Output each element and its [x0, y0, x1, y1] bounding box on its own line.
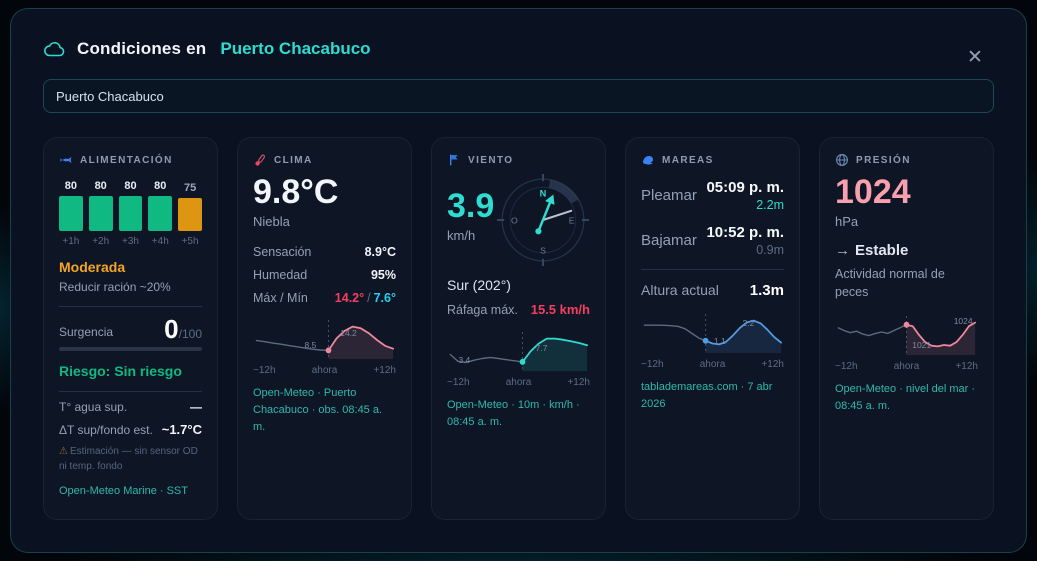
weather-condition: Niebla: [253, 213, 290, 229]
pressure-trend: → Estable: [835, 241, 909, 259]
card-title-alimentacion: ALIMENTACIÓN: [80, 154, 173, 166]
bajamar-label: Bajamar: [641, 232, 697, 249]
feeding-bar: 80 +4h: [148, 180, 173, 247]
source-link-presion[interactable]: Open-Meteo · nivel del mar · 08:45 a. m.: [835, 382, 975, 412]
trend-arrow-icon: →: [835, 241, 850, 259]
wind-unit: km/h: [447, 227, 476, 243]
delta-t-label: ΔT sup/fondo est.: [59, 423, 153, 438]
temperature-value: 9.8°C: [253, 173, 339, 211]
card-clima: CLIMA 9.8°C Niebla Sensación 8.9°C Humed…: [237, 137, 412, 520]
conditions-modal: Condiciones en Puerto Chacabuco ✕ ALIMEN…: [10, 8, 1027, 553]
spark-axis: −12h ahora +12h: [835, 360, 978, 372]
temperature-sparkline: 8.5 14.2: [253, 317, 396, 361]
maxmin-label: Máx / Mín: [253, 290, 308, 305]
water-surface-value: —: [190, 400, 202, 415]
tide-sparkline: 1.1 2.2: [641, 311, 784, 355]
source-link-alimentacion[interactable]: Open-Meteo Marine · SST: [59, 485, 188, 498]
card-title-viento: VIENTO: [468, 154, 514, 166]
source-link-clima[interactable]: Open-Meteo · Puerto Chacabuco · obs. 08:…: [253, 386, 383, 433]
pressure-sparkline: 1021 1024: [835, 313, 978, 357]
thermometer-icon: [253, 153, 267, 167]
card-mareas: MAREAS Pleamar 05:09 p. m. 2.2m Bajamar …: [625, 137, 800, 520]
altura-label: Altura actual: [641, 282, 719, 298]
divider: [641, 269, 784, 270]
feeding-recommendation: Reducir ración ~20%: [59, 280, 171, 295]
card-title-clima: CLIMA: [274, 154, 313, 166]
source-link-mareas[interactable]: tablademareas.com · 7 abr 2026: [641, 381, 773, 411]
cards-grid: ALIMENTACIÓN 80 +1h 80 +2h 80 +3h 80 +4h 75 +5h M…: [43, 137, 994, 520]
wind-speed: 3.9: [447, 187, 495, 225]
card-title-mareas: MAREAS: [662, 154, 714, 166]
spark-axis: −12h ahora +12h: [447, 377, 590, 388]
wind-sparkline: 3.4 7.7: [447, 329, 590, 373]
altura-value: 1.3m: [749, 282, 784, 299]
sensacion-label: Sensación: [253, 244, 312, 259]
pressure-unit: hPa: [835, 213, 859, 229]
gust-label: Ráfaga máx.: [447, 303, 518, 317]
card-presion: PRESIÓN 1024 hPa → Estable Actividad norm…: [819, 137, 994, 520]
search-input[interactable]: [43, 79, 994, 113]
compass-o: O: [511, 216, 518, 226]
compass-n: N: [540, 189, 547, 199]
fish-activity-text: Actividad normal de peces: [835, 266, 945, 299]
feeding-status: Moderada: [59, 259, 126, 276]
wind-icon: [447, 153, 461, 167]
waves-icon: [641, 153, 655, 167]
bajamar-height: 0.9m: [756, 243, 784, 257]
card-viento: VIENTO 3.9 km/h N E S: [431, 137, 606, 520]
page-title: Condiciones en: [77, 39, 207, 58]
spark-axis: −12h ahora +12h: [253, 364, 396, 376]
surgencia-label: Surgencia: [59, 325, 114, 340]
wind-arrow-head: [545, 194, 555, 205]
feeding-bar: 80 +3h: [118, 180, 143, 247]
pressure-value: 1024: [835, 173, 911, 211]
estimation-warning: ⚠ Estimación — sin sensor OD ni temp. fon…: [59, 446, 198, 473]
feeding-bar: 75 +5h: [178, 182, 202, 247]
compass-e: E: [569, 216, 575, 226]
maxmin-values: 14.2°/7.6°: [334, 290, 396, 305]
divider: [59, 391, 202, 393]
divider: [59, 306, 202, 308]
cloud-icon: [44, 42, 65, 57]
feeding-bar: 80 +1h: [59, 180, 83, 247]
humedad-label: Humedad: [253, 267, 308, 282]
surgencia-track: [59, 347, 202, 352]
delta-t-value: ~1.7°C: [161, 422, 202, 438]
wind-arrow-tail-dot: [535, 228, 542, 235]
source-link-viento[interactable]: Open-Meteo · 10m · km/h · 08:45 a. m.: [447, 399, 580, 429]
humedad-value: 95%: [370, 267, 396, 282]
location-name: Puerto Chacabuco: [220, 39, 371, 58]
pleamar-time: 05:09 p. m.: [706, 179, 784, 196]
wind-arrow-shaft: [537, 201, 552, 233]
risk-label: Riesgo: Sin riesgo: [59, 363, 182, 380]
wind-direction-text: Sur (202°): [447, 277, 511, 293]
feeding-bar: 80 +2h: [88, 180, 113, 247]
fish-icon: [59, 153, 73, 167]
spark-axis: −12h ahora +12h: [641, 359, 784, 370]
pleamar-label: Pleamar: [641, 187, 697, 204]
gust-needle: [541, 209, 573, 222]
modal-header: Condiciones en Puerto Chacabuco: [11, 9, 1026, 59]
card-alimentacion: ALIMENTACIÓN 80 +1h 80 +2h 80 +3h 80 +4h 75 +5h M…: [43, 137, 218, 520]
card-title-presion: PRESIÓN: [856, 154, 911, 166]
wind-compass: N E S O: [497, 174, 589, 266]
gust-value: 15.5 km/h: [530, 302, 590, 317]
globe-icon: [835, 153, 849, 167]
bajamar-time: 10:52 p. m.: [706, 224, 784, 241]
feeding-bars: 80 +1h 80 +2h 80 +3h 80 +4h 75 +5h: [59, 180, 202, 247]
pleamar-height: 2.2m: [756, 198, 784, 212]
sensacion-value: 8.9°C: [364, 244, 396, 259]
water-surface-label: T° agua sup.: [59, 400, 128, 415]
surgencia-value: 0/100: [164, 314, 202, 345]
close-icon[interactable]: ✕: [967, 47, 983, 68]
warning-icon: ⚠: [59, 446, 68, 458]
compass-s: S: [540, 246, 546, 256]
